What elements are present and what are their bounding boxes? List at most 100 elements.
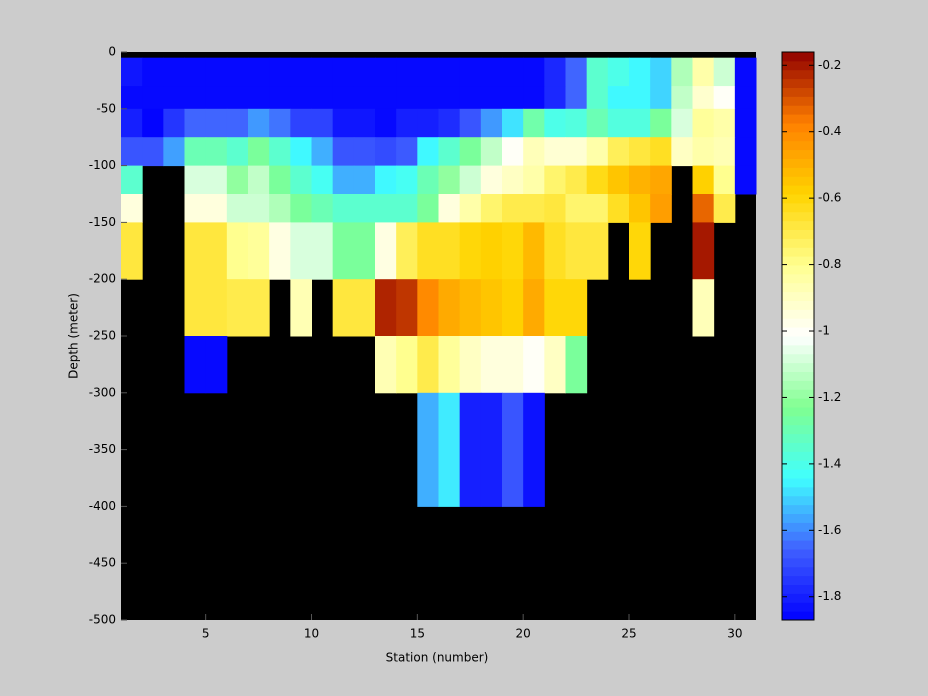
- cell: [226, 165, 249, 195]
- cell: [692, 137, 715, 167]
- cell: [438, 165, 461, 195]
- cell: [480, 336, 503, 394]
- cell: [375, 279, 397, 337]
- cell: [184, 137, 207, 167]
- cell: [396, 86, 418, 110]
- colorbar-tick-label: -0.6: [818, 191, 841, 205]
- cell: [565, 137, 588, 167]
- x-tick-label: 10: [304, 627, 319, 641]
- colorbar-swatch: [782, 309, 814, 319]
- cell: [502, 222, 524, 280]
- cell: [459, 165, 482, 195]
- cell: [480, 86, 503, 110]
- cell: [713, 57, 736, 87]
- y-tick-label: -150: [89, 215, 116, 229]
- cell: [438, 137, 461, 167]
- colorbar-swatch: [782, 114, 814, 124]
- x-tick-label: 20: [516, 627, 531, 641]
- cell: [650, 57, 672, 87]
- cell: [353, 165, 376, 195]
- colorbar-swatch: [782, 353, 814, 364]
- cell: [417, 108, 439, 138]
- cell: [248, 222, 270, 280]
- cell: [607, 165, 630, 195]
- colorbar-swatch: [782, 389, 814, 399]
- cell: [205, 57, 228, 87]
- cell: [713, 165, 736, 195]
- y-tick-label: -400: [89, 499, 116, 513]
- colorbar-swatch: [782, 229, 814, 239]
- cell: [184, 279, 207, 337]
- colorbar-swatch: [782, 531, 814, 541]
- colorbar-swatch: [782, 549, 814, 559]
- cell: [311, 137, 334, 167]
- colorbar-tick-label: -0.8: [818, 257, 841, 271]
- cell: [142, 137, 164, 167]
- cell: [290, 279, 312, 337]
- cell: [184, 108, 207, 138]
- cell: [734, 57, 757, 87]
- cell: [650, 165, 672, 195]
- colorbar-swatch: [782, 415, 814, 426]
- colorbar-swatch: [782, 584, 814, 594]
- cell: [671, 57, 693, 87]
- cell: [163, 57, 185, 87]
- cell: [311, 222, 334, 280]
- colorbar-swatch: [782, 575, 814, 585]
- colorbar-swatch: [782, 131, 814, 142]
- cell: [650, 194, 672, 223]
- cell: [650, 86, 672, 110]
- cell: [396, 336, 418, 394]
- colorbar-swatch: [782, 495, 814, 506]
- cell: [438, 279, 461, 337]
- cell: [205, 108, 228, 138]
- colorbar-swatch: [782, 185, 814, 195]
- cell: [226, 108, 249, 138]
- cell: [438, 108, 461, 138]
- colorbar-swatch: [782, 238, 814, 248]
- colorbar-swatch: [782, 78, 814, 88]
- cell: [671, 108, 693, 138]
- cell: [205, 336, 228, 394]
- cell: [226, 137, 249, 167]
- cell: [671, 86, 693, 110]
- cell: [226, 57, 249, 87]
- cell: [353, 86, 376, 110]
- cell: [142, 108, 164, 138]
- colorbar-swatch: [782, 424, 814, 435]
- colorbar-swatch: [782, 336, 814, 346]
- colorbar-swatch: [782, 256, 814, 266]
- colorbar-swatch: [782, 300, 814, 310]
- colorbar-swatch: [782, 469, 814, 479]
- y-axis-label: Depth (meter): [67, 293, 81, 379]
- y-tick-label: 0: [108, 45, 116, 59]
- cell: [184, 165, 207, 195]
- cell: [121, 86, 143, 110]
- cell: [523, 336, 545, 394]
- cell: [417, 165, 439, 195]
- colorbar-swatch: [782, 140, 814, 151]
- cell: [375, 165, 397, 195]
- colorbar-tick-label: -1.2: [818, 390, 841, 404]
- colorbar-swatch: [782, 602, 814, 612]
- colorbar-swatch: [782, 593, 814, 603]
- cell: [375, 57, 397, 87]
- colorbar-swatch: [782, 380, 814, 390]
- colorbar-tick-label: -1.4: [818, 456, 841, 470]
- colorbar-swatch: [782, 52, 814, 62]
- cell: [544, 222, 566, 280]
- cell: [184, 194, 207, 223]
- cell: [332, 222, 355, 280]
- cell: [459, 222, 482, 280]
- cell: [523, 86, 545, 110]
- cell: [121, 57, 143, 87]
- cell: [290, 57, 312, 87]
- cell: [734, 137, 757, 167]
- cell: [290, 222, 312, 280]
- colorbar-swatch: [782, 407, 814, 417]
- x-tick-label: 25: [621, 627, 636, 641]
- cell: [523, 108, 545, 138]
- cell: [226, 194, 249, 223]
- cell: [523, 137, 545, 167]
